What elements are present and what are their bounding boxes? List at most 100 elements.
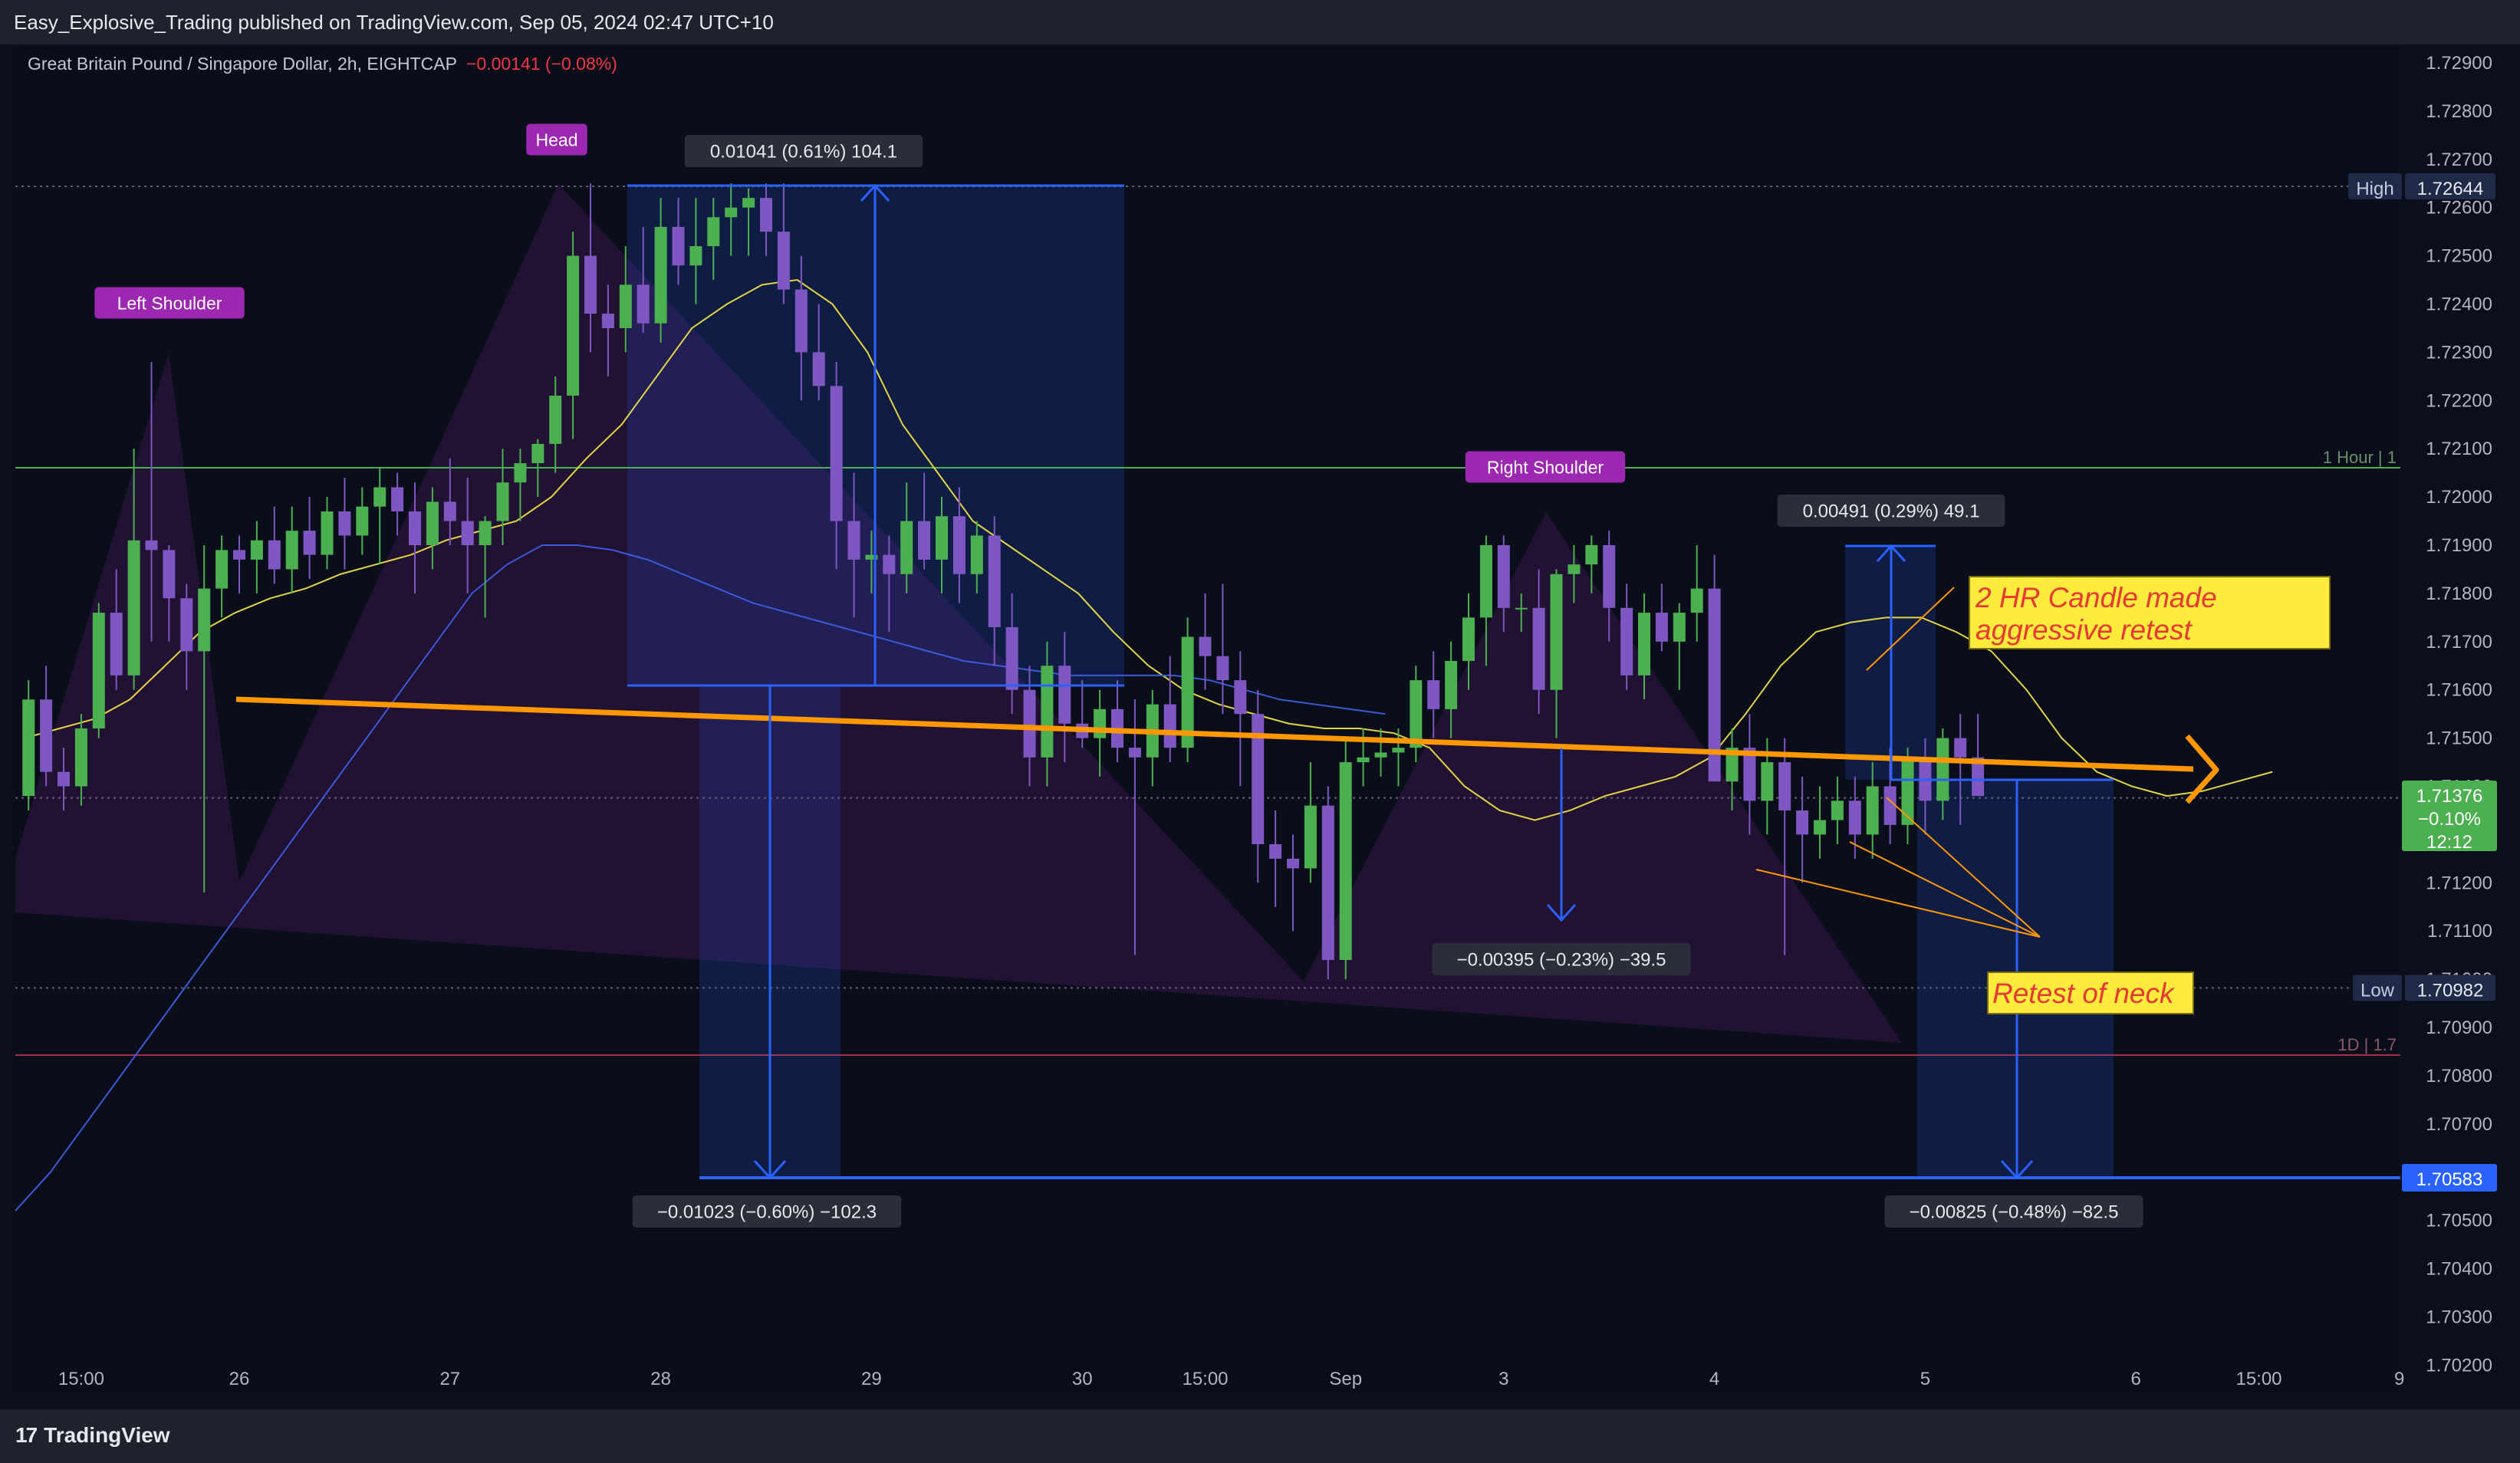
candle[interactable] <box>549 376 562 473</box>
candle[interactable] <box>409 482 421 593</box>
candle[interactable] <box>952 487 966 603</box>
candle[interactable] <box>1673 603 1686 690</box>
candle[interactable] <box>338 477 351 570</box>
candle[interactable] <box>689 198 702 304</box>
candle[interactable] <box>1831 776 1844 844</box>
candle[interactable] <box>1111 680 1123 763</box>
candle[interactable] <box>988 516 1001 666</box>
candle[interactable] <box>1181 617 1194 763</box>
candle[interactable] <box>970 521 983 593</box>
candle[interactable] <box>92 603 105 738</box>
candle[interactable] <box>391 472 404 536</box>
candle[interactable] <box>1901 748 1914 844</box>
candle[interactable] <box>1339 738 1352 980</box>
candle[interactable] <box>725 183 738 256</box>
candle[interactable] <box>496 449 509 545</box>
candle[interactable] <box>918 472 931 570</box>
candle[interactable] <box>1954 714 1967 825</box>
candle[interactable] <box>1515 593 1528 633</box>
candle[interactable] <box>321 497 334 570</box>
candle[interactable] <box>830 361 843 570</box>
candle[interactable] <box>461 477 474 593</box>
candle[interactable] <box>426 487 439 570</box>
candle[interactable] <box>1304 762 1317 883</box>
candle[interactable] <box>567 232 580 439</box>
candle[interactable] <box>1005 593 1018 715</box>
candle[interactable] <box>1690 545 1703 642</box>
candle[interactable] <box>40 666 53 787</box>
candle[interactable] <box>742 188 755 256</box>
candle[interactable] <box>356 487 369 555</box>
candle[interactable] <box>1234 651 1247 787</box>
candle[interactable] <box>514 449 527 521</box>
candle[interactable] <box>1058 632 1071 763</box>
candle[interactable] <box>794 255 808 401</box>
candle[interactable] <box>1796 776 1809 883</box>
candle[interactable] <box>936 497 948 593</box>
candle[interactable] <box>1866 762 1879 859</box>
candle[interactable] <box>1462 593 1475 690</box>
candle[interactable] <box>883 535 896 633</box>
candle[interactable] <box>1041 641 1054 787</box>
candle[interactable] <box>1410 666 1423 763</box>
candle[interactable] <box>22 680 35 810</box>
candle[interactable] <box>1374 728 1387 777</box>
chart-area[interactable] <box>15 44 2400 1394</box>
candle[interactable] <box>531 439 544 498</box>
candle[interactable] <box>1287 834 1299 932</box>
candle[interactable] <box>900 482 913 593</box>
candle[interactable] <box>1076 680 1089 748</box>
candle[interactable] <box>1321 786 1334 980</box>
candle[interactable] <box>812 304 825 401</box>
candle[interactable] <box>760 183 772 256</box>
candle[interactable] <box>1814 786 1826 859</box>
candle[interactable] <box>1972 714 1985 797</box>
candle[interactable] <box>1163 656 1176 763</box>
candle[interactable] <box>58 748 70 810</box>
candle[interactable] <box>163 545 176 642</box>
candle[interactable] <box>127 449 140 690</box>
candle[interactable] <box>1585 535 1598 593</box>
candle[interactable] <box>1216 584 1229 715</box>
candle[interactable] <box>180 584 193 690</box>
candle[interactable] <box>233 535 245 593</box>
candle[interactable] <box>268 506 281 584</box>
candle[interactable] <box>601 284 614 376</box>
candle[interactable] <box>777 183 790 304</box>
candle[interactable] <box>707 198 720 281</box>
candle[interactable] <box>74 714 87 806</box>
candle[interactable] <box>1252 689 1265 883</box>
candle[interactable] <box>654 198 667 343</box>
candle[interactable] <box>479 516 492 618</box>
candle[interactable] <box>672 198 685 285</box>
candle[interactable] <box>1532 569 1545 715</box>
candle[interactable] <box>584 183 597 353</box>
candle[interactable] <box>1655 584 1668 652</box>
candle[interactable] <box>373 468 387 565</box>
candle[interactable] <box>250 521 263 593</box>
candle[interactable] <box>1620 584 1633 690</box>
candle[interactable] <box>443 458 456 545</box>
candle[interactable] <box>1743 714 1756 835</box>
candle[interactable] <box>1427 651 1440 738</box>
candle[interactable] <box>1726 728 1739 810</box>
candle[interactable] <box>1445 641 1458 738</box>
tradingview-logo[interactable]: 17 TradingView <box>15 1423 170 1448</box>
candle[interactable] <box>1146 689 1159 787</box>
candle[interactable] <box>1568 545 1581 603</box>
candle[interactable] <box>1269 810 1282 907</box>
candle[interactable] <box>1128 699 1141 955</box>
candle[interactable] <box>1778 738 1791 955</box>
candle[interactable] <box>110 569 123 690</box>
candle[interactable] <box>1497 535 1510 633</box>
candle[interactable] <box>1479 535 1492 666</box>
candle[interactable] <box>198 545 211 893</box>
candle[interactable] <box>847 472 860 618</box>
candle[interactable] <box>637 226 650 334</box>
candle[interactable] <box>215 535 229 618</box>
candle[interactable] <box>145 361 158 642</box>
candle[interactable] <box>285 506 298 593</box>
candle[interactable] <box>619 246 632 353</box>
candle[interactable] <box>1708 554 1721 782</box>
